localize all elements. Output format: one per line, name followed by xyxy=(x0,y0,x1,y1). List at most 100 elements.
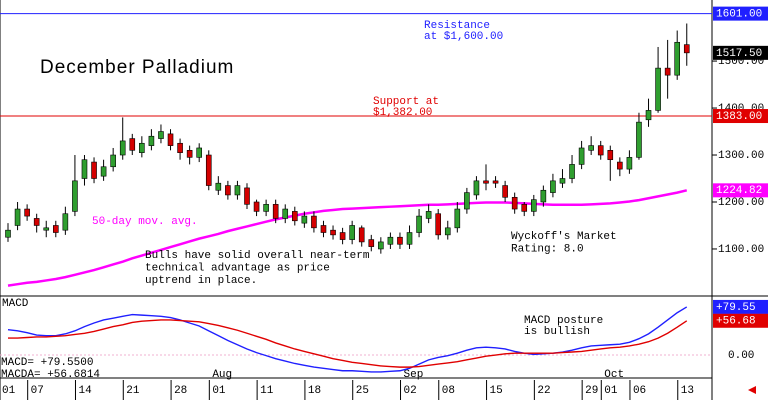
candle-body xyxy=(24,208,30,217)
x-tick-label: 07 xyxy=(31,385,44,397)
x-tick-label: 02 xyxy=(404,385,417,397)
last-box xyxy=(713,45,768,60)
candle-body xyxy=(291,211,298,222)
candle-body xyxy=(81,159,88,179)
y-tick-label: 1200.00 xyxy=(718,197,764,209)
level-note: at $1,600.00 xyxy=(424,31,503,43)
x-tick-label: 15 xyxy=(490,385,503,397)
candle-body xyxy=(14,208,21,226)
candle-body xyxy=(215,182,222,191)
candle-body xyxy=(225,185,231,196)
candle-body xyxy=(148,135,155,146)
candle-body xyxy=(559,178,566,184)
level-label: 1601.00 xyxy=(716,9,762,21)
annotation: uptrend in place. xyxy=(145,275,257,287)
candle-body xyxy=(550,180,556,193)
level-note: $1,382.00 xyxy=(373,107,432,119)
candle-body xyxy=(435,213,442,236)
candle-body xyxy=(578,147,585,165)
candle-body xyxy=(100,166,107,177)
macd-box xyxy=(713,299,768,314)
candle-body xyxy=(330,229,336,236)
candle-body xyxy=(483,180,489,184)
macd-tick-label: 0.00 xyxy=(728,350,754,362)
candle-body xyxy=(272,204,279,219)
macd-readout: MACDA= +56.6814 xyxy=(1,369,100,381)
candle-body xyxy=(72,180,78,212)
moving-average-label: 50-day mov. avg. xyxy=(92,216,198,228)
candle-body xyxy=(540,189,547,203)
x-tick-label: 01 xyxy=(2,385,16,397)
candle-body xyxy=(492,180,499,184)
annotation: technical advantage as price xyxy=(145,262,330,274)
x-tick-label: 18 xyxy=(308,385,321,397)
candle-body xyxy=(655,67,661,111)
candle-body xyxy=(626,157,633,170)
candle-body xyxy=(62,213,69,231)
candle-body xyxy=(263,204,269,212)
candle-body xyxy=(320,225,327,233)
candle-body xyxy=(387,236,394,245)
macd-note: is bullish xyxy=(524,326,590,338)
candle-body xyxy=(186,150,193,158)
candle-body xyxy=(43,227,50,231)
macd-title: MACD xyxy=(2,298,29,310)
macd-note: MACD posture xyxy=(524,315,603,327)
candle-body xyxy=(177,142,183,153)
candle-body xyxy=(569,164,575,179)
macd-last-label: +79.55 xyxy=(716,302,756,314)
candle-body xyxy=(416,215,422,233)
candle-body xyxy=(234,185,241,196)
level-note: Resistance xyxy=(424,20,490,32)
candle-body xyxy=(158,131,164,139)
candle-body xyxy=(530,199,537,212)
x-tick-label: 22 xyxy=(537,385,550,397)
candle-body xyxy=(358,227,365,243)
scroll-arrow xyxy=(748,386,756,394)
candle-body xyxy=(617,161,623,170)
level-note: Support at xyxy=(373,96,439,108)
annotation: Bulls have solid overall near-term xyxy=(145,250,370,262)
candle-body xyxy=(167,133,174,146)
candle-body xyxy=(607,150,614,161)
moving-average-line xyxy=(7,189,688,287)
candle-body xyxy=(368,239,375,247)
candle-body xyxy=(502,185,508,198)
candle-body xyxy=(588,145,594,151)
level-box xyxy=(713,6,768,21)
candle-body xyxy=(33,218,40,226)
annotation: Rating: 8.0 xyxy=(511,243,584,255)
level-label: 1383.00 xyxy=(716,111,762,123)
candle-body xyxy=(5,229,11,238)
candle-body xyxy=(52,225,59,233)
candle-body xyxy=(397,236,403,245)
candle-body xyxy=(139,142,145,153)
candle-body xyxy=(253,201,260,212)
x-tick-label: 08 xyxy=(442,385,455,397)
x-tick-label: 11 xyxy=(260,385,274,397)
candle-body xyxy=(683,44,690,54)
y-tick-label: 1100.00 xyxy=(718,244,764,256)
x-tick-label: 21 xyxy=(126,385,140,397)
x-tick-label: 25 xyxy=(356,385,369,397)
chart-title: December Palladium xyxy=(40,57,234,78)
candle-body xyxy=(511,196,518,210)
candle-body xyxy=(444,227,451,236)
x-tick-label: 14 xyxy=(78,385,92,397)
candle-body xyxy=(205,154,212,186)
level-box xyxy=(713,109,768,124)
candle-body xyxy=(119,140,126,156)
candle-body xyxy=(674,41,681,76)
candle-body xyxy=(196,147,202,158)
candle-body xyxy=(311,215,317,229)
month-label: Oct xyxy=(604,369,624,381)
y-tick-label: 1300.00 xyxy=(718,150,764,162)
macd-line xyxy=(8,319,688,368)
candle-body xyxy=(454,208,461,229)
candle-body xyxy=(282,208,289,219)
candle-body xyxy=(664,67,671,76)
candle-body xyxy=(636,121,642,158)
annotation: Wyckoff's Market xyxy=(511,231,617,243)
x-tick-label: 06 xyxy=(633,385,646,397)
